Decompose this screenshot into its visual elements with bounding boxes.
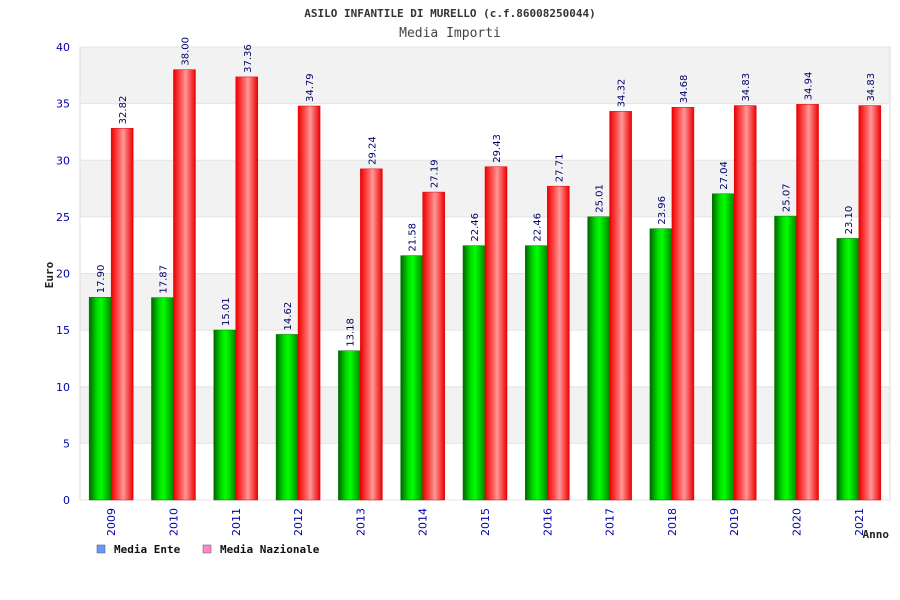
bar-media-ente-2011 [213,329,237,501]
bar-media-ente-2010 [151,297,174,501]
data-label: 32.82 [118,96,129,125]
legend-swatch-media-ente [96,544,106,554]
bar-media-nazionale-2018 [671,106,695,501]
data-label: 25.07 [782,183,793,212]
data-label: 34.32 [617,79,628,108]
chart-title: ASILO INFANTILE DI MURELLO (c.f.86008250… [304,7,595,20]
data-label: 23.96 [657,196,668,225]
x-tick-label: 2018 [666,508,679,536]
y-tick-label: 30 [56,154,70,167]
bar-media-ente-2020 [774,215,797,501]
bar-media-ente-2014 [400,255,423,501]
legend-label-media-ente: Media Ente [114,543,181,556]
x-tick-label: 2011 [230,508,243,536]
data-label: 34.83 [866,73,877,102]
data-label: 21.58 [408,223,419,252]
data-label: 29.43 [492,134,503,163]
bar-media-nazionale-2009 [110,128,134,501]
data-label: 34.83 [741,73,752,102]
bar-media-nazionale-2020 [796,104,819,501]
data-label: 29.24 [367,136,378,165]
bar-media-ente-2012 [275,334,299,501]
bar-media-ente-2018 [649,228,673,501]
data-label: 13.18 [345,318,356,347]
legend-label-media-nazionale: Media Nazionale [220,543,320,556]
y-tick-label: 35 [56,98,70,111]
bar-media-nazionale-2021 [858,105,882,501]
data-label: 25.01 [595,184,606,213]
bar-media-nazionale-2017 [609,111,632,501]
data-label: 14.62 [283,302,294,331]
x-tick-label: 2016 [541,508,554,536]
x-tick-label: 2019 [728,508,741,536]
data-label: 27.19 [430,159,441,188]
bar-media-ente-2017 [587,216,610,501]
x-tick-label: 2012 [292,508,305,536]
x-tick-label: 2015 [479,508,492,536]
data-label: 22.46 [470,213,481,242]
bar-media-nazionale-2015 [484,166,508,501]
x-tick-label: 2013 [354,508,367,536]
legend-swatch-media-nazionale [202,544,212,554]
bars [88,69,882,501]
bar-media-ente-2019 [711,193,735,501]
x-tick-label: 2009 [105,508,118,536]
data-label: 34.79 [305,73,316,102]
data-label: 38.00 [180,37,191,66]
bar-media-nazionale-2010 [173,69,196,501]
chart-subtitle: Media Importi [399,26,501,41]
data-label: 34.94 [804,72,815,101]
bar-media-ente-2021 [836,238,860,501]
x-tick-label: 2014 [417,508,430,536]
x-axis-label: Anno [863,528,890,541]
y-tick-label: 25 [56,211,70,224]
x-axis-ticks: 2009 2010 2011 2012 2013 2014 2015 2016 2017 2018… [105,508,866,536]
bar-media-ente-2009 [88,297,112,501]
y-axis-label: Euro [43,261,56,288]
legend: Media Ente Media Nazionale [96,543,320,556]
data-label: 22.46 [532,213,543,242]
plot-band [80,47,890,104]
bar-media-nazionale-2013 [360,168,383,501]
data-label: 27.04 [719,161,730,190]
data-label: 23.10 [844,206,855,235]
y-tick-label: 5 [63,437,70,450]
bar-media-ente-2013 [338,350,361,501]
data-label: 34.68 [679,75,690,104]
data-label: 17.87 [158,265,169,294]
y-tick-label: 0 [63,494,70,507]
y-tick-label: 10 [56,381,70,394]
data-label: 37.36 [243,44,254,73]
y-tick-label: 15 [56,324,70,337]
bar-media-ente-2015 [462,245,486,501]
plot-band [80,103,890,161]
y-tick-label: 20 [56,268,70,281]
y-axis-ticks: 0 5 10 15 20 25 30 35 40 [56,41,70,507]
x-tick-label: 2017 [604,508,617,536]
bar-media-nazionale-2012 [297,105,321,501]
data-label: 27.71 [554,154,565,183]
bar-media-ente-2016 [525,245,548,501]
bar-media-nazionale-2014 [422,191,445,501]
data-label: 17.90 [96,265,107,294]
x-tick-label: 2010 [167,508,180,536]
data-label: 15.01 [221,297,232,326]
y-tick-label: 40 [56,41,70,54]
x-tick-label: 2021 [853,508,866,536]
bar-media-nazionale-2011 [235,76,259,501]
bar-media-nazionale-2016 [547,185,570,501]
bar-media-nazionale-2019 [733,105,757,501]
x-tick-label: 2020 [791,508,804,536]
data-labels: 17.90 32.82 17.87 38.00 15.01 37.36 14.62 34.79… [96,37,877,347]
